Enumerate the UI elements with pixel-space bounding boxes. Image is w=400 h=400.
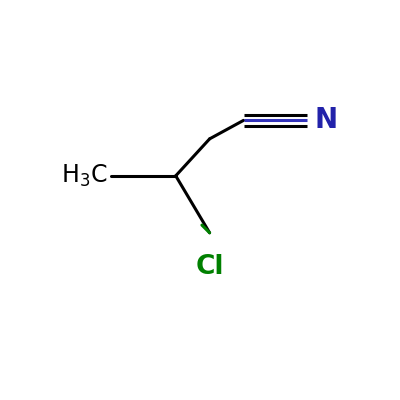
Text: H$_3$C: H$_3$C [62, 163, 108, 189]
Text: N: N [314, 106, 338, 134]
Text: Cl: Cl [195, 254, 224, 280]
